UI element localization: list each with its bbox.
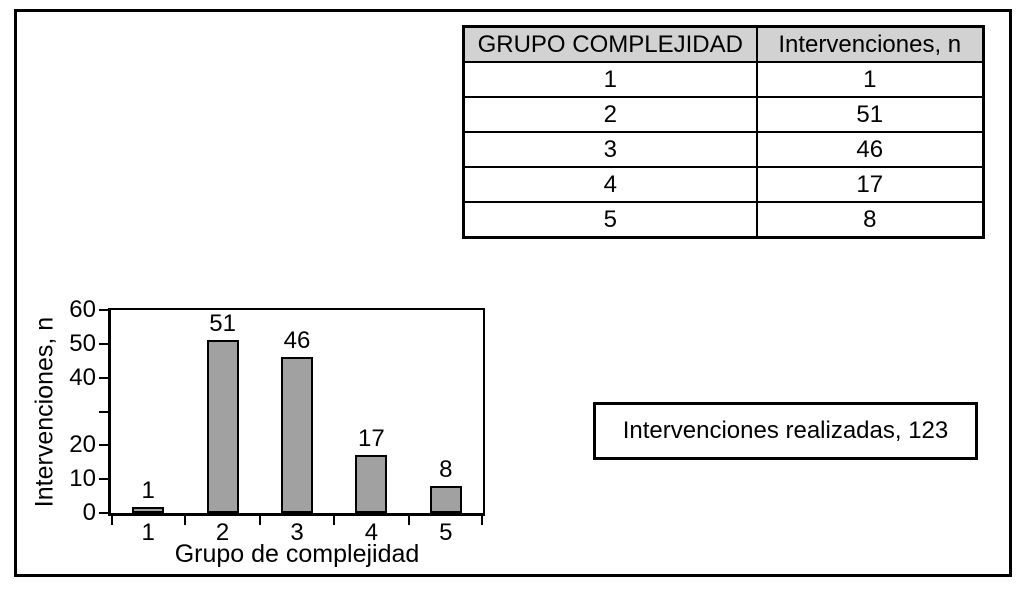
y-axis-title: Intervenciones, n <box>30 316 59 507</box>
table-row: 3 46 <box>462 131 985 168</box>
table-head: GRUPO COMPLEJIDAD Intervenciones, n <box>462 25 985 63</box>
bar-grupo-3 <box>281 357 313 513</box>
table-header-cell: Intervenciones, n <box>755 25 985 63</box>
bar-value-label: 1 <box>141 477 155 504</box>
x-tick-label: 2 <box>215 519 230 546</box>
complexity-table: GRUPO COMPLEJIDAD Intervenciones, n 1 1 2 51… <box>462 25 985 239</box>
x-tick-label: 3 <box>290 519 304 546</box>
y-tick-mark <box>99 512 108 514</box>
y-tick-mark <box>99 410 108 413</box>
bar-grupo-4 <box>355 455 388 513</box>
x-tick-mark <box>184 516 187 525</box>
x-axis-title: Grupo de complejidad <box>174 540 420 568</box>
y-tick-label: 40 <box>69 363 96 391</box>
figure-frame <box>14 9 1012 577</box>
x-tick-mark <box>407 516 410 525</box>
table-header-row: GRUPO COMPLEJIDAD Intervenciones, n <box>462 25 985 63</box>
table-header-cell: GRUPO COMPLEJIDAD <box>462 25 758 63</box>
bar-grupo-2 <box>206 340 239 513</box>
bar-value-label: 46 <box>283 327 311 354</box>
y-tick-mark <box>99 342 108 345</box>
x-tick-mark <box>333 516 336 525</box>
table-cell: 4 <box>462 166 758 203</box>
table-row: 2 51 <box>462 96 985 133</box>
table-cell: 51 <box>755 96 985 133</box>
x-tick-label: 5 <box>439 519 453 546</box>
table-body: 1 1 2 51 3 46 4 17 5 8 <box>462 61 985 239</box>
bar-value-label: 51 <box>209 310 236 337</box>
x-tick-mark <box>258 516 261 525</box>
table-cell: 8 <box>755 201 985 239</box>
summary-text: Intervenciones realizadas, 123 <box>622 417 949 444</box>
y-tick-mark <box>99 376 108 379</box>
plot-area: Intervenciones, n Grupo de complejidad 0… <box>31 298 485 568</box>
table-cell: 2 <box>462 96 758 133</box>
x-tick-mark <box>111 516 113 525</box>
table-cell: 3 <box>462 131 758 168</box>
x-tick-mark <box>481 516 483 525</box>
y-tick-mark <box>99 309 108 311</box>
y-tick-label: 10 <box>69 465 96 493</box>
y-tick-label: 50 <box>69 329 96 357</box>
y-tick-label: 0 <box>82 499 96 526</box>
table-cell: 1 <box>755 61 985 98</box>
bar-grupo-5 <box>429 486 462 513</box>
bar-value-label: 17 <box>358 425 385 452</box>
table-cell: 46 <box>755 131 985 168</box>
table-cell: 5 <box>462 201 758 239</box>
x-tick-label: 4 <box>364 519 379 546</box>
x-tick-label: 1 <box>141 519 155 546</box>
y-tick-mark <box>99 478 108 481</box>
y-tick-label: 20 <box>69 431 96 459</box>
y-tick-label: 60 <box>69 296 96 323</box>
table-row: 4 17 <box>462 166 985 203</box>
summary-box: Intervenciones realizadas, 123 <box>593 402 978 460</box>
bar-grupo-1 <box>132 507 165 513</box>
table-cell: 17 <box>755 166 985 203</box>
table-cell: 1 <box>462 61 758 98</box>
bar-value-label: 8 <box>439 456 453 483</box>
y-tick-mark <box>99 444 108 447</box>
